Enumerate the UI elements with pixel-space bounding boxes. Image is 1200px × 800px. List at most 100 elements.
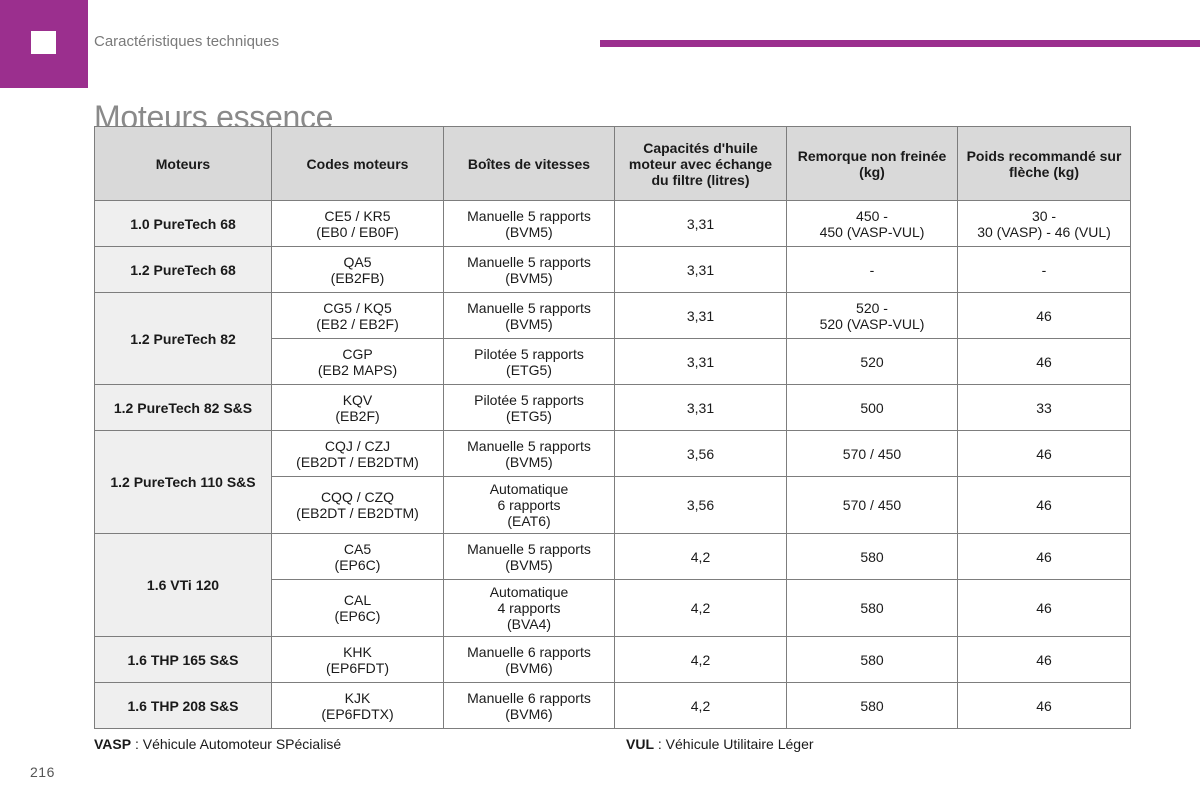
trailer-weight-cell: 580 bbox=[786, 682, 958, 729]
cell-line: (EB2DT / EB2DTM) bbox=[296, 453, 419, 470]
oil-capacity-cell: 4,2 bbox=[614, 636, 787, 683]
cell-line: (ETG5) bbox=[506, 361, 552, 378]
engine-code-cell: CA5 (EP6C) bbox=[271, 533, 444, 580]
header-rule bbox=[600, 40, 1200, 47]
cell-line: (BVM5) bbox=[505, 223, 553, 240]
cell-line: CE5 / KR5 bbox=[324, 207, 391, 224]
nose-weight-cell: 46 bbox=[957, 533, 1131, 580]
cell-line: Manuelle 5 rapports bbox=[467, 207, 591, 224]
cell-line: (EB0 / EB0F) bbox=[316, 223, 399, 240]
table-row: 1.6 VTi 120 CA5 (EP6C) Manuelle 5 rapports(… bbox=[94, 533, 1131, 637]
engine-code-cell: KHK (EP6FDT) bbox=[271, 636, 444, 683]
gearbox-cell: Manuelle 6 rapports (BVM6) bbox=[443, 636, 615, 683]
oil-capacity-cell: 3,31 bbox=[614, 384, 787, 431]
cell-line: Manuelle 5 rapports bbox=[467, 253, 591, 270]
gearbox-cell: Manuelle 5 rapports (BVM5) bbox=[443, 292, 615, 339]
nose-weight-cell: 46 bbox=[957, 430, 1131, 477]
engine-specs-table: Moteurs Codes moteurs Boîtes de vitesses… bbox=[94, 126, 1131, 729]
cell-line: Manuelle 6 rapports bbox=[467, 689, 591, 706]
oil-capacity-cell: 4,2 bbox=[614, 682, 787, 729]
trailer-weight-cell: 520 bbox=[786, 338, 958, 385]
column-header: Boîtes de vitesses bbox=[443, 126, 615, 201]
cell-line: (BVA4) bbox=[506, 616, 552, 632]
cell-line: (EP6C) bbox=[334, 556, 381, 573]
cell-line: (EP6C) bbox=[334, 608, 381, 624]
engine-cell: 1.6 VTi 120 bbox=[94, 533, 272, 637]
cell-line: 450 - bbox=[856, 207, 888, 224]
cell-line: Automatique bbox=[489, 481, 569, 497]
cell-line: 520 bbox=[860, 353, 884, 370]
cell-line: KJK bbox=[344, 689, 371, 706]
engine-cell: 1.6 THP 165 S&S bbox=[94, 636, 272, 683]
table-row: 1.0 PureTech 68 CE5 / KR5 (EB0 / EB0F) Manu… bbox=[94, 200, 1131, 247]
cell-line: CQJ / CZJ bbox=[324, 437, 391, 454]
cell-line: Pilotée 5 rapports bbox=[474, 391, 584, 408]
nose-weight-cell: 33 bbox=[957, 384, 1131, 431]
nose-weight-cell: 46 bbox=[957, 476, 1131, 534]
table-row: 1.2 PureTech 110 S&S CQJ / CZJ (EB2DT / EB… bbox=[94, 430, 1131, 534]
cell-line: 46 bbox=[1036, 445, 1052, 462]
engine-cell: 1.2 PureTech 82 S&S bbox=[94, 384, 272, 431]
cell-line: CG5 / KQ5 bbox=[323, 299, 392, 316]
trailer-weight-cell: 520 -520 (VASP-VUL) bbox=[786, 292, 958, 339]
gearbox-cell: Manuelle 5 rapports (BVM5) bbox=[443, 200, 615, 247]
oil-capacity-cell: 3,31 bbox=[614, 292, 787, 339]
cell-line: 46 bbox=[1036, 697, 1052, 714]
table-row: 1.2 PureTech 82 S&S KQV (EB2F) Pilotée 5 ra… bbox=[94, 384, 1131, 431]
engine-code-cell: CAL (EP6C) bbox=[271, 579, 444, 637]
nose-weight-cell: 30 -30 (VASP) - 46 (VUL) bbox=[957, 200, 1131, 247]
engine-code-cell: CG5 / KQ5 (EB2 / EB2F) bbox=[271, 292, 444, 339]
column-header: Codes moteurs bbox=[271, 126, 444, 201]
footnote-abbr: VUL bbox=[626, 736, 654, 752]
cell-line: 450 (VASP-VUL) bbox=[819, 223, 925, 240]
cell-line: Manuelle 6 rapports bbox=[467, 643, 591, 660]
cell-line: (EB2F) bbox=[335, 407, 380, 424]
cell-line: (BVM6) bbox=[505, 659, 553, 676]
table-row: 1.2 PureTech 82 CG5 / KQ5 (EB2 / EB2F) Manu… bbox=[94, 292, 1131, 385]
cell-line: (BVM5) bbox=[505, 556, 553, 573]
cell-line: 520 - bbox=[856, 299, 888, 316]
cell-line: KHK bbox=[343, 643, 372, 660]
footnote-abbr: VASP bbox=[94, 736, 132, 752]
nose-weight-cell: 46 bbox=[957, 636, 1131, 683]
engine-code-cell: CQQ / CZQ (EB2DT / EB2DTM) bbox=[271, 476, 444, 534]
column-header: Capacités d'huile moteur avec échange du… bbox=[614, 126, 787, 201]
table-body: 1.0 PureTech 68 CE5 / KR5 (EB0 / EB0F) Manu… bbox=[94, 200, 1131, 729]
cell-line: (EB2 / EB2F) bbox=[316, 315, 399, 332]
engine-code-cell: CQJ / CZJ (EB2DT / EB2DTM) bbox=[271, 430, 444, 477]
cell-line: Pilotée 5 rapports bbox=[474, 345, 584, 362]
table-header-row: Moteurs Codes moteurs Boîtes de vitesses… bbox=[94, 126, 1131, 201]
cell-line: 570 / 450 bbox=[842, 445, 902, 462]
table-row: 1.2 PureTech 68 QA5 (EB2FB) Manuelle 5 rapp… bbox=[94, 246, 1131, 293]
engine-code-cell: KQV (EB2F) bbox=[271, 384, 444, 431]
cell-line: 580 bbox=[860, 600, 884, 616]
trailer-weight-cell: 580 bbox=[786, 579, 958, 637]
cell-line: (EP6FDTX) bbox=[321, 705, 394, 722]
cell-line: - bbox=[1041, 261, 1047, 278]
cell-line: CAL bbox=[343, 592, 372, 608]
cell-line: CA5 bbox=[343, 540, 372, 557]
engine-cell: 1.2 PureTech 82 bbox=[94, 292, 272, 385]
trailer-weight-cell: - bbox=[786, 246, 958, 293]
oil-capacity-cell: 4,2 bbox=[614, 533, 787, 580]
cell-line: 46 bbox=[1036, 307, 1052, 324]
cell-line: KQV bbox=[342, 391, 373, 408]
trailer-weight-cell: 580 bbox=[786, 636, 958, 683]
cell-line: (BVM6) bbox=[505, 705, 553, 722]
cell-line: 520 (VASP-VUL) bbox=[819, 315, 925, 332]
cell-line: 46 bbox=[1036, 497, 1052, 513]
cell-line: (BVM5) bbox=[505, 315, 553, 332]
cell-line: 46 bbox=[1036, 353, 1052, 370]
cell-line: CQQ / CZQ bbox=[320, 489, 395, 505]
gearbox-cell: Pilotée 5 rapports (ETG5) bbox=[443, 384, 615, 431]
cell-line: 580 bbox=[860, 697, 884, 714]
cell-line: 580 bbox=[860, 548, 884, 565]
oil-capacity-cell: 3,56 bbox=[614, 430, 787, 477]
engine-cell: 1.2 PureTech 110 S&S bbox=[94, 430, 272, 534]
trailer-weight-cell: 580 bbox=[786, 533, 958, 580]
engine-code-cell: CE5 / KR5 (EB0 / EB0F) bbox=[271, 200, 444, 247]
gearbox-cell: Manuelle 5 rapports (BVM5) bbox=[443, 430, 615, 477]
gearbox-cell: Automatique 4 rapports (BVA4) bbox=[443, 579, 615, 637]
gearbox-cell: Automatique 6 rapports (EAT6) bbox=[443, 476, 615, 534]
footnote-text: : Véhicule Automoteur SPécialisé bbox=[131, 736, 342, 752]
